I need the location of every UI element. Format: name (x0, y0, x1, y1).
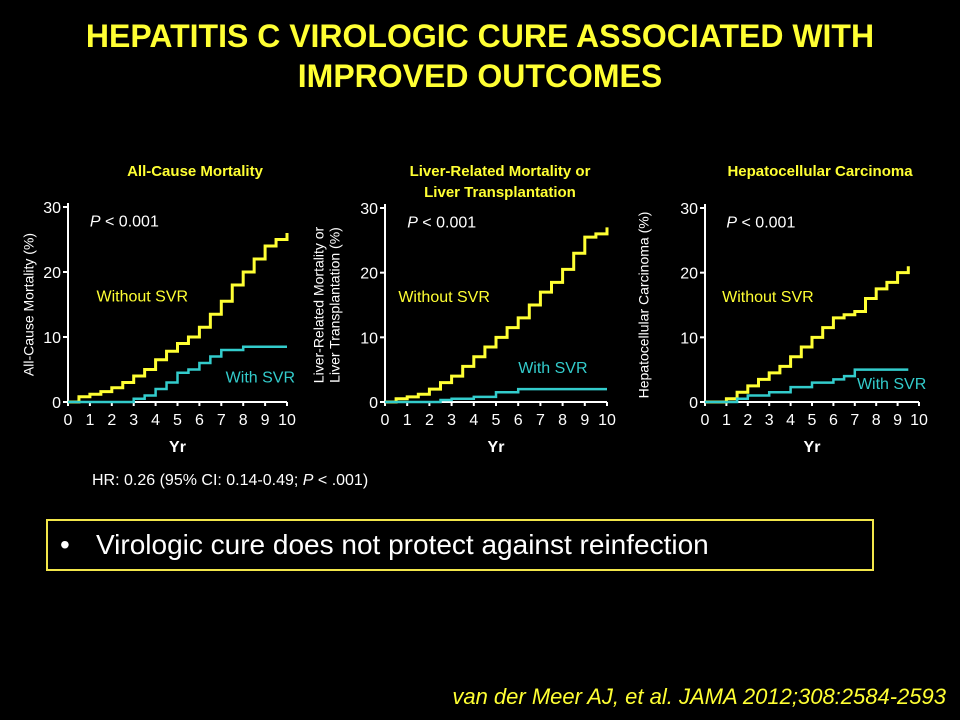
x-tick-label: 2 (743, 412, 752, 429)
x-tick-label: 7 (536, 412, 545, 429)
slide-title: HEPATITIS C VIROLOGIC CURE ASSOCIATED WI… (0, 16, 960, 96)
x-tick-label: 4 (151, 412, 160, 429)
hr-note-p: P (302, 472, 314, 489)
series-label-without-svr: Without SVR (398, 289, 490, 306)
x-tick-label: 6 (514, 412, 523, 429)
y-axis-label: Liver-Related Mortality or (311, 226, 327, 383)
p-value: P < 0.001 (407, 214, 476, 231)
series-label-without-svr: Without SVR (96, 288, 188, 305)
key-point-box: • Virologic cure does not protect against… (46, 519, 874, 571)
x-axis-label: Yr (804, 439, 821, 456)
y-tick-label: 20 (43, 265, 61, 282)
p-value: P < 0.001 (90, 214, 159, 231)
x-tick-label: 6 (195, 412, 204, 429)
y-tick-label: 30 (43, 200, 61, 217)
x-tick-label: 4 (469, 412, 478, 429)
p-value: P < 0.001 (726, 214, 795, 231)
x-tick-label: 8 (558, 412, 567, 429)
x-tick-label: 10 (910, 412, 928, 429)
x-tick-label: 9 (893, 412, 902, 429)
y-tick-label: 30 (360, 201, 378, 218)
series-label-with-svr: With SVR (226, 370, 295, 387)
series-line-with-svr (385, 387, 607, 404)
chart-title-line: Liver-Related Mortality or (410, 163, 591, 180)
chart-title-line: Liver Transplantation (424, 184, 576, 201)
y-tick-label: 30 (680, 201, 698, 218)
x-tick-label: 1 (85, 412, 94, 429)
x-axis-label: Yr (488, 439, 505, 456)
series-line-with-svr (705, 368, 909, 404)
x-tick-label: 9 (261, 412, 270, 429)
series-line-without-svr (385, 227, 609, 404)
x-tick-label: 0 (64, 412, 73, 429)
y-axis-label: All-Cause Mortality (%) (21, 233, 37, 376)
chart-hepatocellular-carcinoma: Hepatocellular Carcinoma Hepatocellular C… (636, 163, 928, 456)
y-tick-label: 10 (680, 330, 698, 347)
slide-title-line-2: IMPROVED OUTCOMES (297, 58, 663, 94)
series-line-with-svr (68, 345, 287, 404)
x-tick-label: 3 (765, 412, 774, 429)
x-tick-label: 2 (425, 412, 434, 429)
x-tick-label: 4 (786, 412, 795, 429)
x-tick-label: 2 (107, 412, 116, 429)
x-tick-label: 3 (447, 412, 456, 429)
x-tick-label: 7 (217, 412, 226, 429)
x-tick-label: 10 (598, 412, 616, 429)
x-tick-label: 5 (808, 412, 817, 429)
x-tick-label: 7 (850, 412, 859, 429)
citation: van der Meer AJ, et al. JAMA 2012;308:25… (452, 684, 946, 709)
series-line-without-svr (68, 233, 289, 404)
x-tick-label: 10 (278, 412, 296, 429)
chart-all-cause-mortality: All-Cause Mortality All-Cause Mortality (… (21, 163, 296, 456)
x-tick-label: 8 (872, 412, 881, 429)
x-tick-label: 6 (829, 412, 838, 429)
x-tick-label: 1 (722, 412, 731, 429)
hr-note-before: HR: 0.26 (95% CI: 0.14-0.49; (92, 472, 303, 489)
slide-title-line-1: HEPATITIS C VIROLOGIC CURE ASSOCIATED WI… (85, 18, 875, 54)
y-tick-label: 20 (360, 266, 378, 283)
series-label-with-svr: With SVR (518, 360, 587, 377)
y-axis-label: Hepatocellular Carcinoma (%) (636, 212, 652, 399)
x-tick-label: 9 (580, 412, 589, 429)
chart-title-line: All-Cause Mortality (127, 163, 264, 180)
x-tick-label: 5 (492, 412, 501, 429)
y-axis-label: Liver Transplantation (%) (327, 227, 343, 383)
series-label-with-svr: With SVR (857, 376, 926, 393)
x-tick-label: 1 (403, 412, 412, 429)
x-tick-label: 5 (173, 412, 182, 429)
hazard-ratio-note: HR: 0.26 (95% CI: 0.14-0.49; P < .001) (92, 472, 368, 490)
x-tick-label: 3 (129, 412, 138, 429)
y-tick-label: 0 (52, 395, 61, 412)
series-line-without-svr (705, 266, 910, 404)
y-tick-label: 20 (680, 266, 698, 283)
bullet-text: Virologic cure does not protect against … (96, 529, 709, 560)
x-tick-label: 0 (701, 412, 710, 429)
x-tick-label: 8 (239, 412, 248, 429)
chart-title-line: Hepatocellular Carcinoma (727, 163, 913, 180)
x-axis-label: Yr (169, 439, 186, 456)
x-tick-label: 0 (381, 412, 390, 429)
y-tick-label: 10 (360, 330, 378, 347)
y-tick-label: 10 (43, 330, 61, 347)
y-tick-label: 0 (369, 395, 378, 412)
y-tick-label: 0 (689, 395, 698, 412)
bullet-marker: • (60, 529, 70, 560)
series-label-without-svr: Without SVR (722, 289, 814, 306)
hr-note-after: < .001) (313, 472, 369, 489)
